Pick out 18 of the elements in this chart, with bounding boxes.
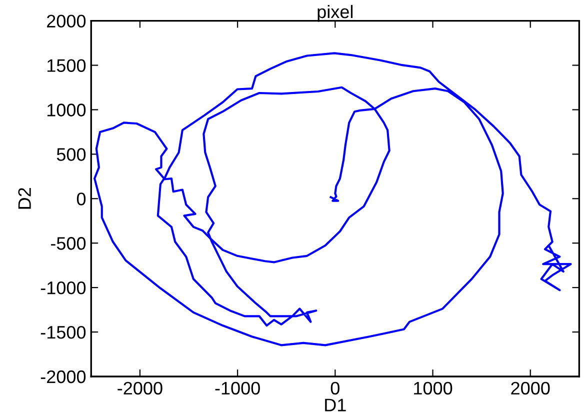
y-axis-title: D2 <box>18 188 31 209</box>
y-tick-label: -1500 <box>40 326 86 339</box>
y-tick-label: 1500 <box>47 59 86 72</box>
x-axis-title: D1 <box>325 398 346 412</box>
y-tick-label: 2000 <box>47 14 86 28</box>
y-tick-label: 1000 <box>47 104 86 116</box>
y-tick-label: -500 <box>50 237 86 250</box>
y-tick-label: -2000 <box>40 370 86 384</box>
x-tick-label: 2000 <box>511 382 550 395</box>
y-tick-label: -1000 <box>40 281 86 294</box>
y-tick-label: 500 <box>56 148 86 161</box>
chart-title: pixel <box>318 4 353 22</box>
x-tick-label: 0 <box>330 382 340 395</box>
y-tick-label: 0 <box>76 192 86 206</box>
x-tick-label: -1000 <box>215 382 260 395</box>
x-tick-label: 1000 <box>414 382 452 395</box>
line-series <box>94 52 572 346</box>
x-tick-label: -2000 <box>118 382 162 395</box>
